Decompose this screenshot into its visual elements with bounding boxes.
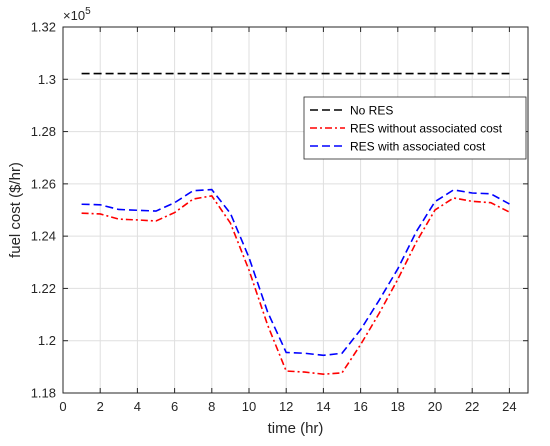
y-exponent-label: ×105 [63, 6, 91, 23]
y-tick-label: 1.32 [31, 20, 56, 35]
y-tick-label: 1.28 [31, 124, 56, 139]
x-tick-label: 6 [171, 399, 178, 414]
series-line-3 [81, 188, 510, 357]
y-exponent-power: 5 [85, 6, 91, 17]
x-tick-label: 22 [465, 399, 479, 414]
x-tick-label: 24 [502, 399, 516, 414]
series-line-2 [81, 195, 510, 375]
y-tick-label: 1.26 [31, 176, 56, 191]
legend-label-1: No RES [350, 104, 393, 118]
x-tick-label: 0 [59, 399, 66, 414]
x-tick-label: 18 [391, 399, 405, 414]
y-tick-label: 1.24 [31, 229, 56, 244]
y-tick-label: 1.3 [38, 72, 56, 87]
y-tick-label: 1.18 [31, 386, 56, 401]
x-tick-label: 14 [316, 399, 330, 414]
x-tick-label: 16 [353, 399, 367, 414]
x-tick-label: 12 [279, 399, 293, 414]
y-tick-label: 1.22 [31, 281, 56, 296]
x-tick-label: 2 [97, 399, 104, 414]
x-tick-labels: 0 2 4 6 8 10 12 14 16 18 20 22 24 [59, 399, 516, 414]
x-tick-label: 8 [208, 399, 215, 414]
grid-lines [62, 26, 528, 394]
y-axis-label: fuel cost ($/hr) [7, 162, 24, 258]
x-axis-label: time (hr) [268, 420, 324, 437]
plot-frame [62, 26, 529, 394]
axis-ticks [62, 26, 528, 394]
legend-label-3: RES with associated cost [350, 140, 486, 154]
legend: No RES RES without associated cost RES wit… [303, 96, 527, 160]
legend-items: No RES RES without associated cost RES wit… [310, 104, 503, 154]
x-tick-label: 10 [242, 399, 256, 414]
y-tick-labels: 1.18 1.2 1.22 1.24 1.26 1.28 1.3 1.32 [31, 20, 56, 401]
y-tick-label: 1.2 [38, 333, 56, 348]
series-layer [81, 72, 510, 375]
x-tick-label: 20 [428, 399, 442, 414]
plot-area [63, 27, 528, 393]
x-tick-label: 4 [134, 399, 141, 414]
legend-label-2: RES without associated cost [350, 122, 503, 136]
